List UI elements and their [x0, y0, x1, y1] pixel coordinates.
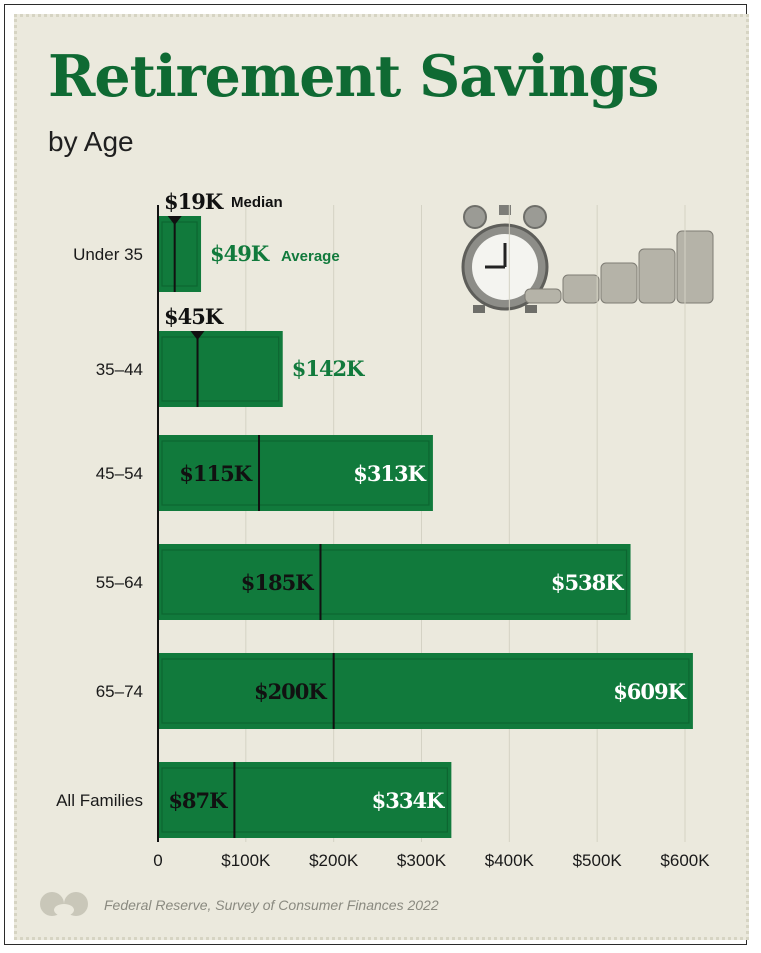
- median-annotation: Median: [231, 194, 283, 211]
- bar-banknote-pattern: [161, 221, 198, 287]
- category-label: 45–54: [96, 464, 143, 483]
- category-label: 65–74: [96, 682, 143, 701]
- alarm-clock-icon: [461, 205, 549, 313]
- median-pointer: [190, 331, 205, 340]
- median-value-label: $200K: [254, 679, 327, 704]
- x-tick-label: $400K: [485, 851, 535, 870]
- bar-banknote-pattern: [161, 549, 628, 615]
- bar-average: [158, 435, 433, 511]
- median-value-label: $45K: [164, 304, 224, 329]
- average-value-label: $538K: [551, 570, 624, 595]
- source-note: Federal Reserve, Survey of Consumer Fina…: [104, 897, 439, 913]
- bar-banknote-pattern: [161, 658, 690, 724]
- bar-average: [158, 216, 202, 292]
- x-tick-label: $500K: [573, 851, 623, 870]
- bar-banknote-pattern: [161, 336, 280, 402]
- logo-icon: [40, 892, 88, 916]
- x-tick-label: $300K: [397, 851, 447, 870]
- category-label: 35–44: [96, 360, 143, 379]
- chart-title: Retirement Savings: [48, 43, 659, 110]
- category-label: Under 35: [73, 245, 143, 264]
- median-value-label: $19K: [164, 189, 224, 214]
- average-value-label: $313K: [353, 461, 426, 486]
- median-value-label: $87K: [168, 788, 228, 813]
- bar-average: [158, 762, 452, 838]
- coin-stacks-icon: [524, 230, 714, 304]
- clock-and-coins-illustration: [461, 205, 714, 313]
- average-value-label: $49K: [210, 241, 270, 266]
- category-label: 55–64: [96, 573, 143, 592]
- median-value-label: $185K: [241, 570, 314, 595]
- x-tick-label: $100K: [221, 851, 271, 870]
- average-value-label: $334K: [372, 788, 445, 813]
- median-value-label: $115K: [179, 461, 252, 486]
- category-label: All Families: [56, 791, 143, 810]
- x-tick-label: $600K: [660, 851, 710, 870]
- average-value-label: $609K: [613, 679, 686, 704]
- bar-average: [158, 544, 631, 620]
- bar-banknote-pattern: [161, 767, 448, 833]
- bar-average: [158, 653, 693, 729]
- median-pointer: [167, 216, 182, 225]
- average-annotation: Average: [281, 248, 340, 265]
- chart-subtitle: by Age: [48, 126, 134, 157]
- average-value-label: $142K: [292, 356, 365, 381]
- bar-average: [158, 331, 283, 407]
- x-tick-label: $200K: [309, 851, 359, 870]
- bar-banknote-pattern: [161, 440, 430, 506]
- x-tick-label: 0: [153, 851, 162, 870]
